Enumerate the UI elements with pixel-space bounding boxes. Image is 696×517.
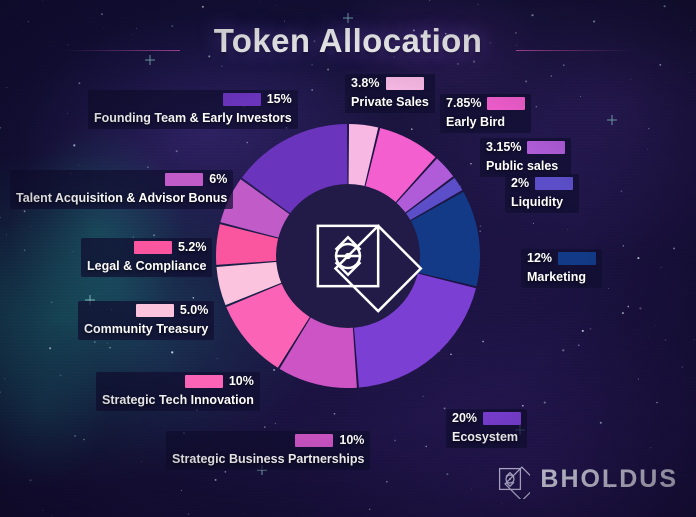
vignette-overlay xyxy=(0,0,696,517)
infographic-canvas: Token Allocation 3.8%Private Sales7.85%E… xyxy=(0,0,696,517)
